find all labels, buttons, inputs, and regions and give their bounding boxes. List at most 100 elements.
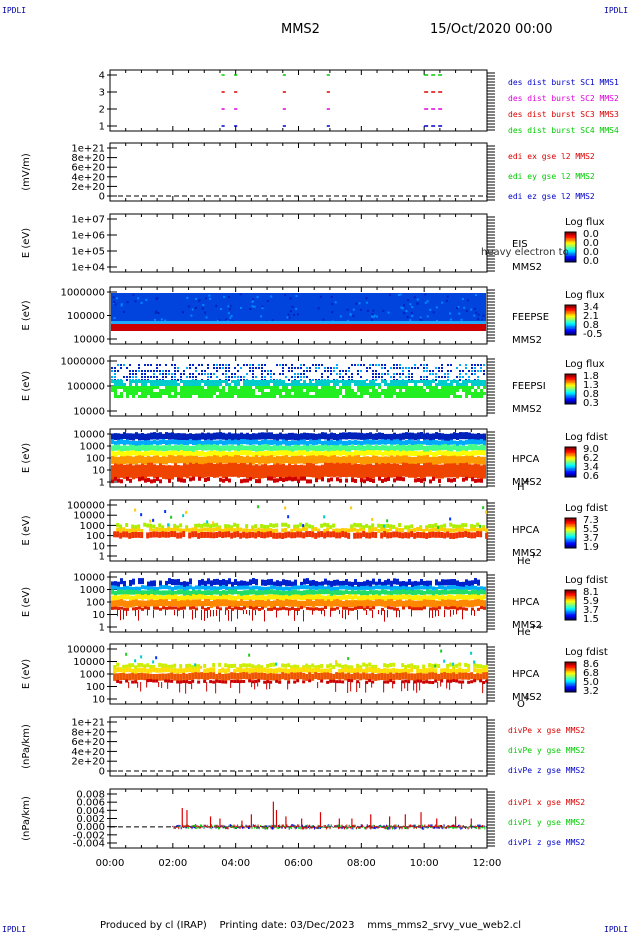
spectrogram-cell [371, 680, 375, 684]
colorbar-swatch [565, 666, 576, 669]
spectrogram-cell [264, 432, 267, 440]
spectrogram-cell [233, 528, 237, 533]
spectrogram-cell [477, 433, 480, 441]
species-charge-label: ++ [530, 622, 543, 631]
spectrogram-cell [441, 451, 444, 457]
spectrogram-cell [270, 439, 273, 445]
spectrogram-cell [246, 445, 249, 452]
colorbar-title: Log fdist [565, 503, 608, 514]
spectrogram-cell [480, 364, 482, 366]
spectrogram-cell [279, 456, 282, 465]
spectrogram-cell [357, 432, 360, 440]
spectrogram-cell [273, 439, 276, 445]
spectrogram-cell [390, 383, 393, 386]
spectrogram-cell [414, 395, 417, 398]
spectrogram-cell [467, 680, 471, 684]
spectrogram-cell [206, 523, 210, 528]
colorbar-swatch [565, 378, 576, 381]
spectrogram-cell [198, 386, 201, 389]
spectrogram-cell [258, 465, 261, 480]
spectrogram-cell [116, 531, 120, 538]
spectrogram-cell [147, 455, 150, 464]
spectrogram-cell [477, 395, 480, 398]
spectrogram-cell [141, 578, 144, 585]
spectrogram-cell [180, 589, 183, 595]
spectrogram-cell [300, 395, 303, 398]
spectrogram-cell [445, 299, 448, 302]
spectrogram-cell [237, 440, 240, 446]
spectrogram-cell [345, 373, 347, 375]
spectrogram-cell [201, 370, 203, 372]
spectrogram-cell [290, 667, 294, 673]
spectrogram-cell [393, 607, 396, 611]
spectrogram-cell [126, 464, 129, 479]
spectrogram-cell [276, 610, 277, 618]
colorbar-swatch [565, 392, 576, 394]
spectrogram-cell [381, 376, 383, 378]
spectrogram-cell [126, 389, 129, 392]
spectrogram-cell [260, 315, 263, 318]
spectrogram-cell [327, 383, 330, 386]
spectrogram-cell [317, 307, 320, 310]
spectrogram-cell [306, 376, 308, 378]
spectrogram-cell [225, 383, 228, 386]
spectrogram-cell [464, 531, 468, 538]
colorbar-swatch [565, 662, 576, 664]
spectrogram-cell [336, 367, 338, 369]
spectrogram-cell [420, 319, 423, 322]
spectrogram-cell [311, 525, 315, 530]
spectrogram-cell [336, 462, 339, 477]
spectrogram-cell [351, 444, 354, 451]
spectrogram-cell [267, 579, 270, 586]
spectrogram-cell [230, 682, 232, 688]
colorbar-swatch [565, 398, 576, 400]
spectrogram-cell [450, 599, 453, 607]
spectrogram-cell [432, 456, 435, 465]
spectrogram-cell [180, 455, 183, 464]
spectrogram-cell [476, 531, 480, 538]
spectrogram-cell [111, 479, 114, 484]
spectrogram-cell [342, 386, 345, 389]
spectrogram-cell [165, 590, 168, 596]
spectrogram-cell [189, 433, 192, 441]
spectrogram-cell [162, 392, 165, 395]
spectrogram-cell [113, 317, 116, 320]
spectrogram-cell [179, 528, 183, 533]
spectrogram-cell [249, 589, 252, 595]
spectrogram-cell [467, 532, 471, 539]
spectrogram-cell [321, 595, 324, 601]
spectrogram-cell [402, 444, 405, 451]
spectrogram-cell [140, 528, 144, 533]
colorbar-swatch [565, 531, 576, 534]
spectrogram-cell [306, 589, 309, 595]
spectrogram-cell [269, 673, 273, 681]
spectrogram-cell [459, 432, 462, 440]
spectrogram-cell [255, 386, 258, 389]
spectrogram-cell [269, 668, 273, 674]
colorbar-swatch [565, 518, 576, 520]
spectrogram-cell [246, 610, 247, 615]
spectrogram-cell [318, 585, 321, 590]
spectrogram-cell [414, 367, 416, 369]
spectrogram-cell [326, 664, 330, 669]
spectrogram-cell [150, 462, 153, 477]
spectrogram-cell [411, 376, 413, 378]
spectrogram-cell [174, 392, 177, 395]
colorbar-swatch [565, 600, 576, 603]
spectrogram-cell [360, 464, 363, 479]
spectrogram-cell [366, 370, 368, 372]
spectrogram-cell [120, 367, 122, 369]
spectrogram-cell [434, 531, 438, 538]
colorbar-tick-label: 0.3 [583, 398, 599, 409]
spectrogram-cell [350, 679, 354, 683]
spectrogram-cell [312, 395, 315, 398]
spectrogram-cell [300, 585, 303, 590]
spectrogram-cell [145, 298, 148, 301]
spectrogram-cell [203, 531, 207, 538]
spectrogram-cell [479, 524, 482, 528]
spectrogram-cell [186, 595, 189, 601]
spectrogram-cell [215, 679, 219, 683]
spectrogram-cell [143, 673, 147, 681]
spectrogram-cell [168, 444, 171, 451]
spectrogram-cell [455, 527, 459, 532]
